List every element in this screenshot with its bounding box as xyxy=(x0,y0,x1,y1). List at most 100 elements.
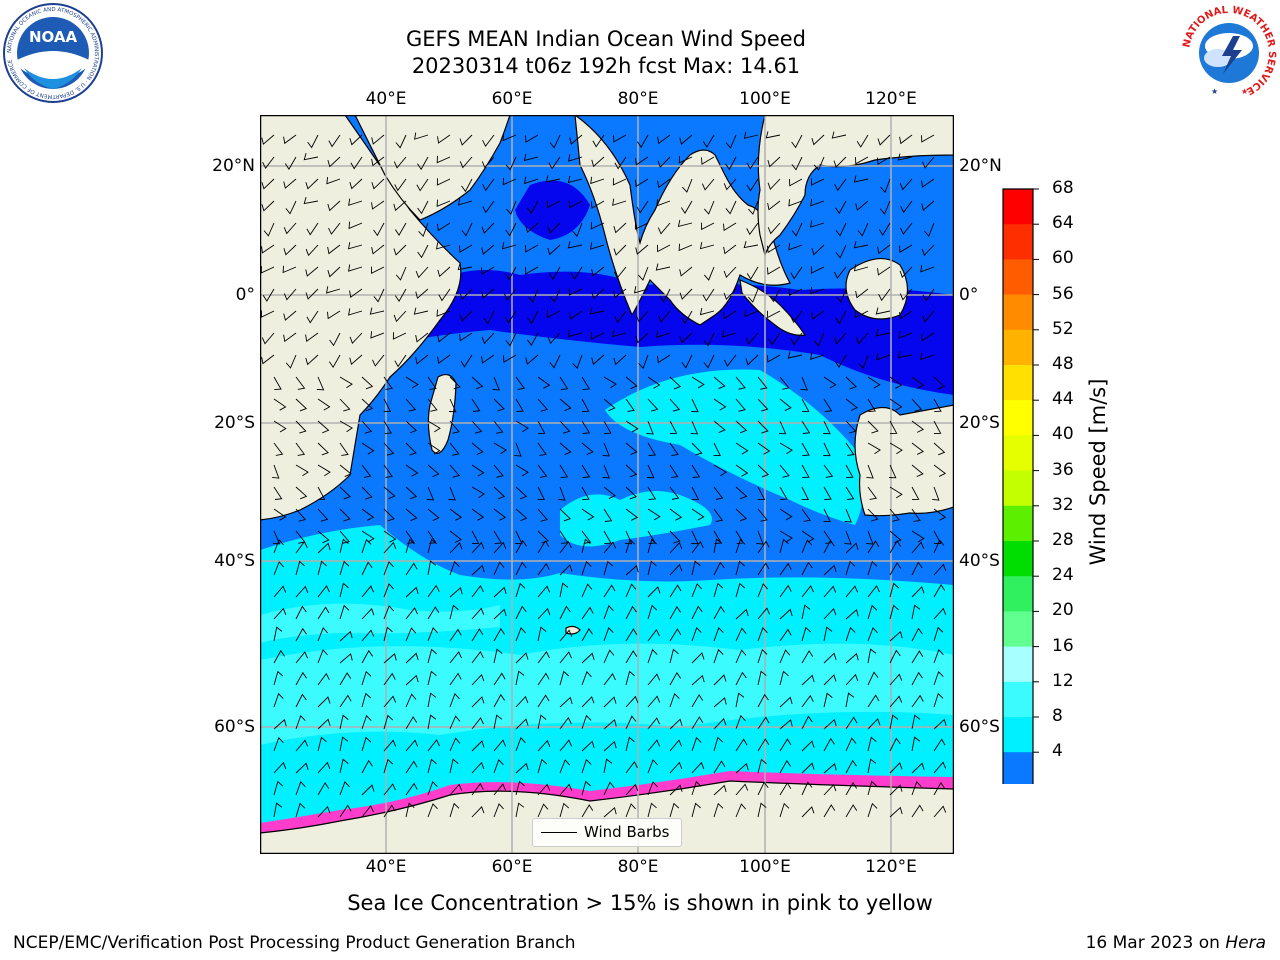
wind-barb xyxy=(471,486,485,499)
wind-barb xyxy=(657,354,671,364)
footer-date: 16 Mar 2023 on Hera xyxy=(1086,933,1266,953)
wind-barb xyxy=(823,626,833,642)
wind-barb xyxy=(347,242,363,250)
wind-barb xyxy=(933,398,942,412)
wind-barb xyxy=(911,804,924,818)
wind-barb xyxy=(691,802,701,818)
wind-barb xyxy=(493,420,504,434)
colorbar-segment xyxy=(1003,365,1033,401)
wind-barb xyxy=(897,153,913,161)
wind-barb xyxy=(427,758,437,774)
wind-barb xyxy=(427,442,441,455)
wind-barb xyxy=(515,530,523,545)
lon-label-bottom-100e: 100°E xyxy=(739,857,791,877)
wind-barb xyxy=(823,420,831,435)
wind-barb xyxy=(349,178,363,190)
colorbar-label: Wind Speed [m/s] xyxy=(1086,378,1110,566)
wind-barb xyxy=(581,398,590,412)
wind-barb xyxy=(481,354,495,364)
wind-barb xyxy=(459,156,473,169)
wind-barb xyxy=(855,310,869,319)
wind-barb xyxy=(638,266,649,281)
wind-barb xyxy=(493,561,505,576)
wind-barb xyxy=(492,376,500,391)
wind-barb xyxy=(482,200,495,214)
wind-barb xyxy=(339,464,352,478)
wind-barb xyxy=(878,222,891,236)
wind-barb xyxy=(801,486,809,500)
land-arabia xyxy=(354,115,511,221)
wind-barb xyxy=(834,266,847,279)
wind-barb xyxy=(273,649,285,664)
wind-barb xyxy=(679,134,693,145)
wind-barb xyxy=(757,693,769,708)
wind-barb xyxy=(844,508,852,523)
wind-barb xyxy=(801,715,813,730)
wind-barb xyxy=(723,266,737,279)
wind-barb xyxy=(900,222,913,235)
wind-barb xyxy=(779,584,792,598)
wind-barb xyxy=(590,222,605,230)
wind-barb xyxy=(659,288,671,303)
wind-barb xyxy=(679,266,693,277)
wind-barb xyxy=(835,222,847,237)
wind-barb xyxy=(537,714,547,730)
wind-barb xyxy=(691,652,705,664)
wind-barb xyxy=(646,420,654,435)
wind-barb xyxy=(339,538,349,554)
wind-barb xyxy=(471,628,484,642)
wind-barb xyxy=(866,530,874,545)
wind-barb xyxy=(757,486,766,500)
wind-barb xyxy=(647,739,661,752)
lon-label-bottom-40e: 40°E xyxy=(365,857,407,877)
wind-barb xyxy=(471,420,483,434)
wind-barb xyxy=(515,695,529,708)
lat-label-left-20n: 20°N xyxy=(212,156,255,176)
wind-barb xyxy=(559,605,571,620)
wind-barb xyxy=(449,398,457,413)
wind-barb xyxy=(691,398,699,413)
wind-barb xyxy=(867,718,881,730)
wind-barb xyxy=(559,464,569,478)
colorbar-segment xyxy=(1003,611,1033,648)
wind-barb xyxy=(811,310,825,320)
wind-barb xyxy=(348,264,363,272)
wind-barb xyxy=(823,486,832,500)
wind-barb xyxy=(449,802,460,818)
wind-barb xyxy=(911,604,921,620)
colorbar-tick-label: 52 xyxy=(1052,318,1074,339)
wind-barb xyxy=(801,585,814,598)
wind-barb xyxy=(765,131,781,139)
wind-barb xyxy=(933,649,944,664)
wind-barb xyxy=(506,200,517,215)
wind-barb xyxy=(317,530,330,544)
wind-barb xyxy=(570,266,583,280)
wind-barb xyxy=(427,538,437,554)
wind-barb xyxy=(845,608,859,620)
wind-barb xyxy=(722,330,737,338)
wind-barb xyxy=(449,442,460,456)
wind-barb xyxy=(924,222,935,237)
wind-barb xyxy=(889,604,899,620)
wind-barb xyxy=(449,508,463,521)
wind-barb xyxy=(735,582,746,598)
wind-barb xyxy=(427,670,437,686)
wind-barb xyxy=(801,674,815,686)
wind-barb xyxy=(559,670,570,686)
lon-label-top-80e: 80°E xyxy=(617,89,659,109)
wind-barb xyxy=(415,354,429,365)
wind-barb xyxy=(810,198,825,207)
wind-barb xyxy=(823,718,837,730)
wind-barb xyxy=(273,539,284,554)
wind-barb xyxy=(305,244,319,257)
wind-barb xyxy=(504,310,517,324)
wind-barb xyxy=(373,222,385,237)
wind-barb xyxy=(647,376,661,389)
wind-barb xyxy=(614,310,627,324)
wind-barb xyxy=(911,561,923,576)
wind-barb xyxy=(415,332,429,343)
wind-barb xyxy=(779,464,790,478)
wind-barb xyxy=(725,200,737,215)
wind-barb xyxy=(427,508,440,522)
wind-barb xyxy=(867,648,877,664)
